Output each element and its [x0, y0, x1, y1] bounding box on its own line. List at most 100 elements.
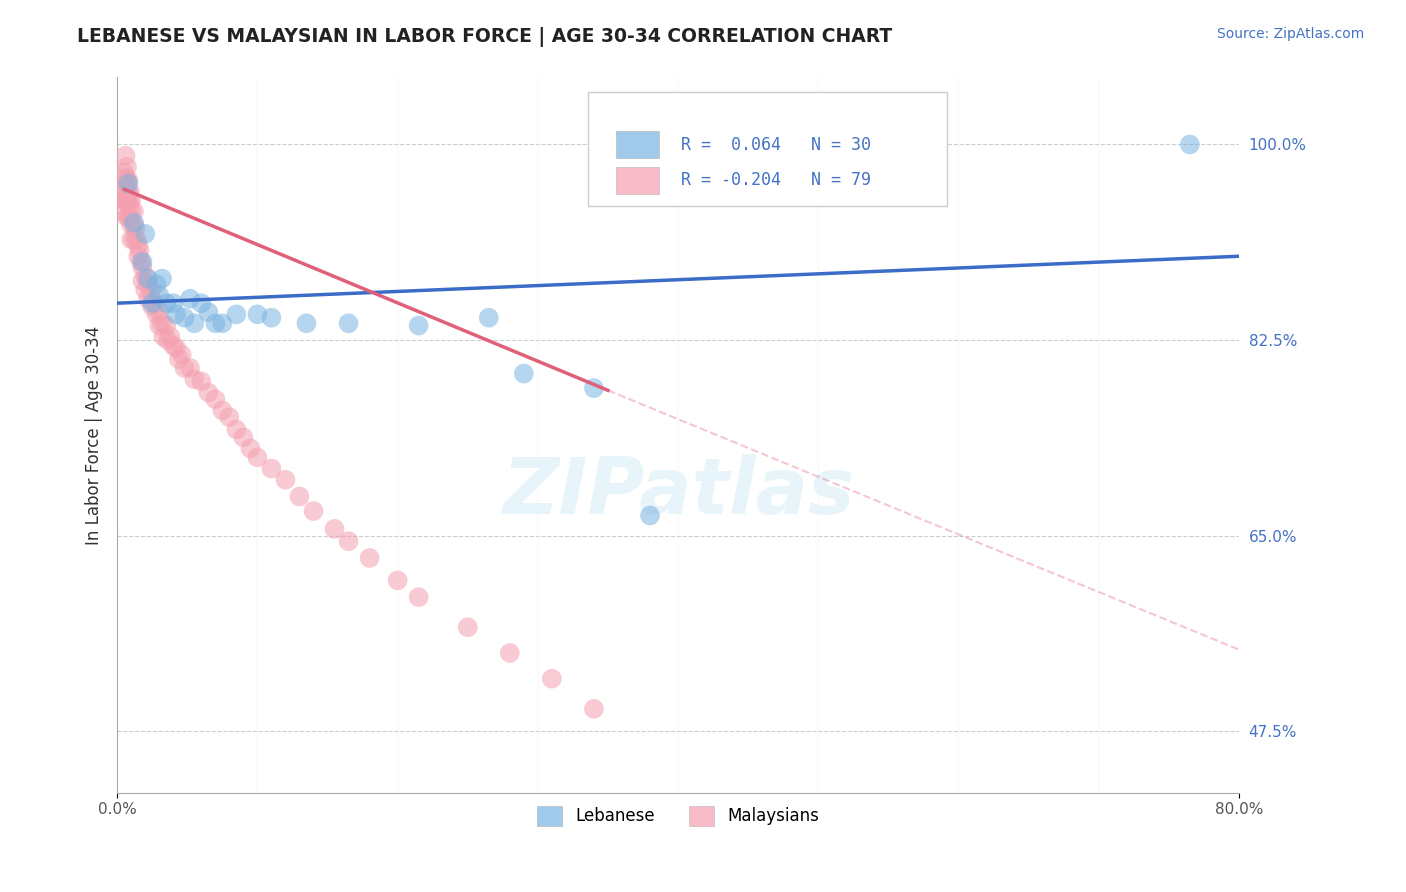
Point	[246, 307, 269, 321]
Point	[165, 307, 187, 321]
Point	[211, 316, 233, 330]
Point	[148, 318, 170, 333]
FancyBboxPatch shape	[616, 131, 659, 158]
Point	[115, 210, 138, 224]
Point	[295, 316, 318, 330]
Point	[117, 177, 139, 191]
Point	[204, 316, 226, 330]
Point	[145, 307, 167, 321]
Point	[152, 329, 174, 343]
Point	[359, 551, 381, 566]
Point	[1178, 137, 1201, 152]
Point	[260, 310, 283, 325]
Point	[118, 195, 141, 210]
Point	[114, 194, 136, 208]
Point	[117, 185, 139, 199]
Point	[120, 232, 142, 246]
Point	[155, 318, 177, 333]
Point	[197, 385, 219, 400]
Point	[127, 238, 149, 252]
Point	[134, 269, 156, 284]
Point	[120, 218, 142, 232]
Point	[131, 274, 153, 288]
Point	[541, 672, 564, 686]
Point	[162, 296, 184, 310]
Point	[114, 149, 136, 163]
Text: ZIPatlas: ZIPatlas	[502, 454, 855, 530]
Point	[159, 329, 181, 343]
Point	[499, 646, 522, 660]
Point	[122, 216, 145, 230]
Point	[115, 160, 138, 174]
Point	[513, 367, 536, 381]
Point	[120, 194, 142, 208]
Point	[408, 590, 430, 604]
Point	[197, 305, 219, 319]
Text: R =  0.064   N = 30: R = 0.064 N = 30	[682, 136, 872, 153]
Point	[156, 333, 179, 347]
Point	[115, 195, 138, 210]
Point	[165, 341, 187, 355]
Point	[638, 508, 661, 523]
Point	[239, 442, 262, 456]
Point	[582, 381, 605, 395]
Y-axis label: In Labor Force | Age 30-34: In Labor Force | Age 30-34	[86, 326, 103, 545]
Point	[179, 292, 201, 306]
Point	[122, 232, 145, 246]
FancyBboxPatch shape	[588, 92, 948, 206]
Point	[136, 292, 159, 306]
Text: LEBANESE VS MALAYSIAN IN LABOR FORCE | AGE 30-34 CORRELATION CHART: LEBANESE VS MALAYSIAN IN LABOR FORCE | A…	[77, 27, 893, 46]
Point	[125, 232, 148, 246]
Point	[131, 255, 153, 269]
Point	[162, 338, 184, 352]
Point	[337, 534, 360, 549]
Point	[139, 285, 162, 299]
Point	[117, 210, 139, 224]
Text: Source: ZipAtlas.com: Source: ZipAtlas.com	[1216, 27, 1364, 41]
Point	[136, 277, 159, 292]
Point	[148, 288, 170, 302]
Point	[302, 504, 325, 518]
Point	[337, 316, 360, 330]
Point	[387, 574, 409, 588]
Point	[232, 430, 254, 444]
Point	[122, 218, 145, 232]
Point	[183, 316, 205, 330]
Point	[274, 473, 297, 487]
Legend: Lebanese, Malaysians: Lebanese, Malaysians	[529, 797, 827, 834]
Point	[112, 204, 135, 219]
Point	[155, 296, 177, 310]
Point	[150, 271, 173, 285]
Text: R = -0.204   N = 79: R = -0.204 N = 79	[682, 171, 872, 189]
Point	[141, 300, 163, 314]
Point	[225, 307, 247, 321]
Point	[190, 375, 212, 389]
Point	[173, 361, 195, 376]
Point	[167, 352, 190, 367]
Point	[190, 296, 212, 310]
Point	[114, 182, 136, 196]
Point	[145, 277, 167, 292]
Point	[457, 620, 479, 634]
Point	[260, 461, 283, 475]
Point	[112, 194, 135, 208]
Point	[115, 173, 138, 187]
Point	[408, 318, 430, 333]
Point	[143, 296, 166, 310]
FancyBboxPatch shape	[616, 167, 659, 194]
Point	[114, 171, 136, 186]
Point	[173, 310, 195, 325]
Point	[134, 227, 156, 241]
Point	[225, 422, 247, 436]
Point	[323, 522, 346, 536]
Point	[112, 165, 135, 179]
Point	[582, 702, 605, 716]
Point	[120, 204, 142, 219]
Point	[128, 244, 150, 258]
Point	[134, 283, 156, 297]
Point	[122, 204, 145, 219]
Point	[118, 185, 141, 199]
Point	[115, 185, 138, 199]
Point	[136, 271, 159, 285]
Point	[141, 296, 163, 310]
